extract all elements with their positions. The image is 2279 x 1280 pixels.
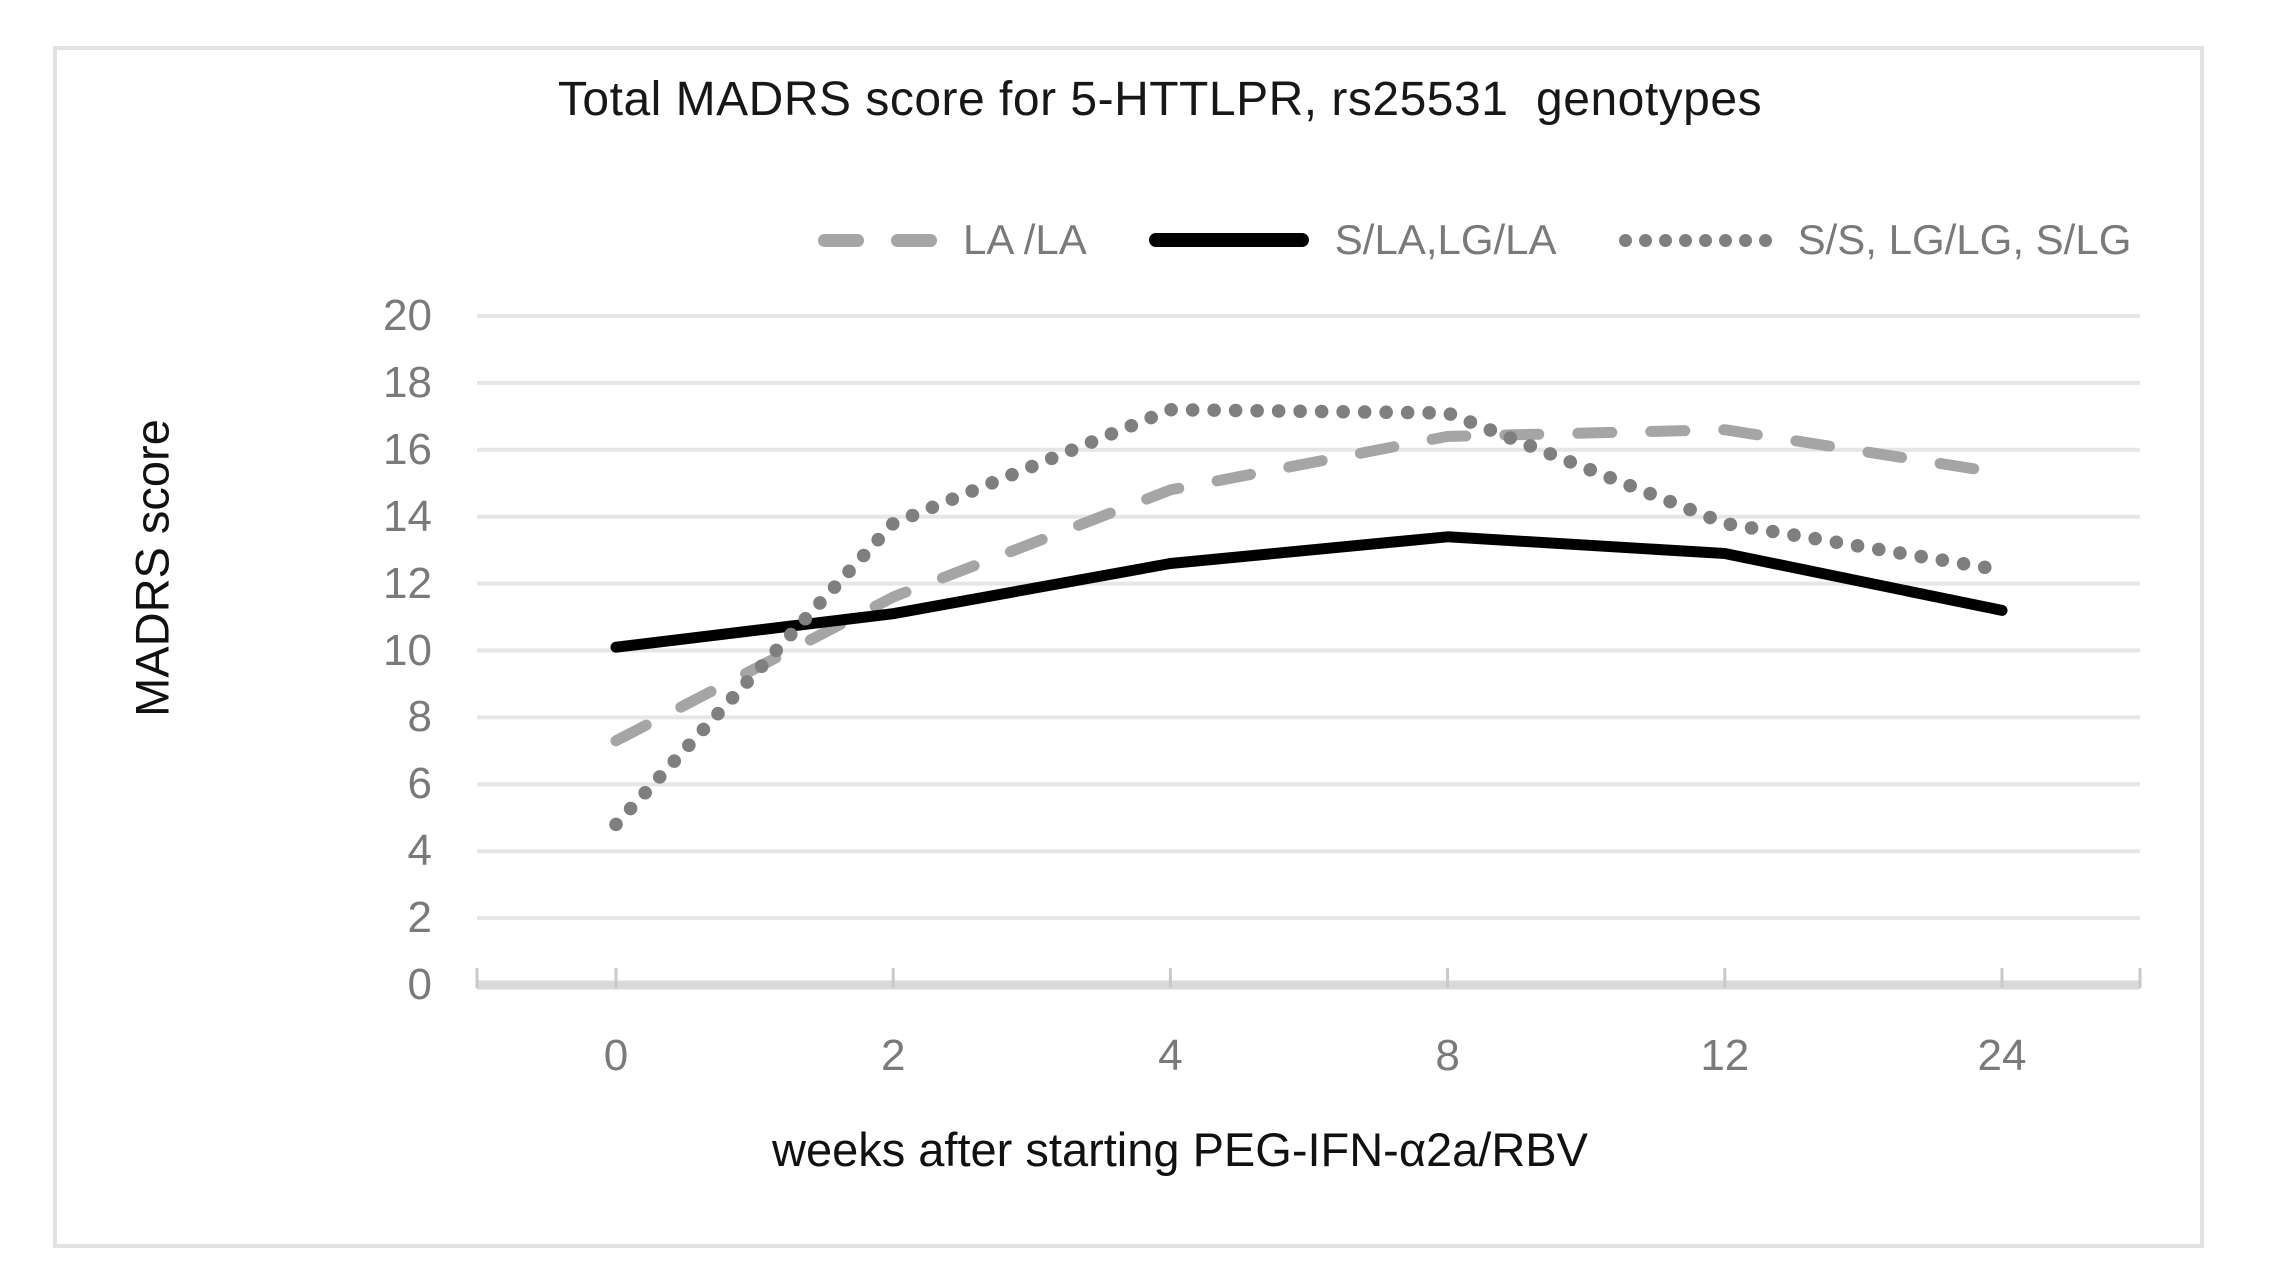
x-axis-tick-marks	[475, 968, 2142, 988]
legend-item: LA /LA	[818, 216, 1087, 264]
legend-marker-solid	[1148, 233, 1309, 247]
dash-segment	[891, 233, 937, 247]
legend-item: S/S, LG/LG, S/LG	[1618, 216, 2132, 264]
legend-item: S/LA,LG/LA	[1148, 216, 1557, 264]
y-tick-label: 0	[407, 960, 432, 1009]
gridlines	[477, 314, 2140, 921]
chart-title: Total MADRS score for 5-HTTLPR, rs25531 …	[557, 73, 1763, 126]
legend-label: S/LA,LG/LA	[1334, 216, 1557, 263]
x-axis-title: weeks after starting PEG-IFN-α2a/RBV	[772, 1123, 1588, 1176]
y-tick-label: 16	[383, 424, 432, 474]
legend-marker-dotted	[1618, 233, 1772, 247]
solid-segment	[1148, 233, 1309, 247]
y-tick-label: 4	[407, 826, 432, 876]
y-tick-label: 6	[407, 759, 432, 809]
dot-segment	[1618, 233, 1632, 247]
y-tick-label: 10	[383, 625, 432, 675]
y-tick-label: 18	[383, 357, 432, 407]
y-tick-label: 14	[383, 491, 432, 541]
dot-segment	[1638, 233, 1652, 247]
dot-segment	[1718, 233, 1732, 247]
dot-segment	[1698, 233, 1712, 247]
x-tick-label: 0	[603, 1031, 629, 1080]
y-tick-label: 12	[383, 558, 432, 608]
x-tick-label: 8	[1435, 1031, 1460, 1080]
dot-segment	[1738, 233, 1752, 247]
series-line-dashed	[610, 424, 2008, 747]
series-line-solid	[610, 531, 2008, 653]
x-tick-label: 2	[880, 1031, 906, 1080]
y-tick-label: 2	[407, 893, 432, 943]
dot-segment	[1658, 233, 1672, 247]
x-tick-label: 4	[1158, 1031, 1183, 1080]
y-tick-label: 8	[407, 692, 432, 742]
dot-segment	[1678, 233, 1692, 247]
y-tick-label: 20	[383, 291, 432, 340]
legend-label: S/S, LG/LG, S/LG	[1797, 216, 2132, 263]
y-axis-title: MADRS score	[125, 419, 179, 717]
legend-marker-dashed	[818, 233, 937, 247]
series-line-dotted	[609, 402, 2009, 832]
x-tick-label: 24	[1977, 1031, 2027, 1080]
figure-border	[53, 46, 2204, 1248]
x-tick-label: 12	[1700, 1031, 1750, 1080]
dash-segment	[818, 233, 864, 247]
legend-label: LA /LA	[963, 216, 1087, 263]
legend: LA /LA S/LA,LG/LA S/S, LG/LG, S/LG	[818, 212, 2131, 268]
series-lines	[609, 402, 2009, 832]
dot-segment	[1758, 233, 1772, 247]
